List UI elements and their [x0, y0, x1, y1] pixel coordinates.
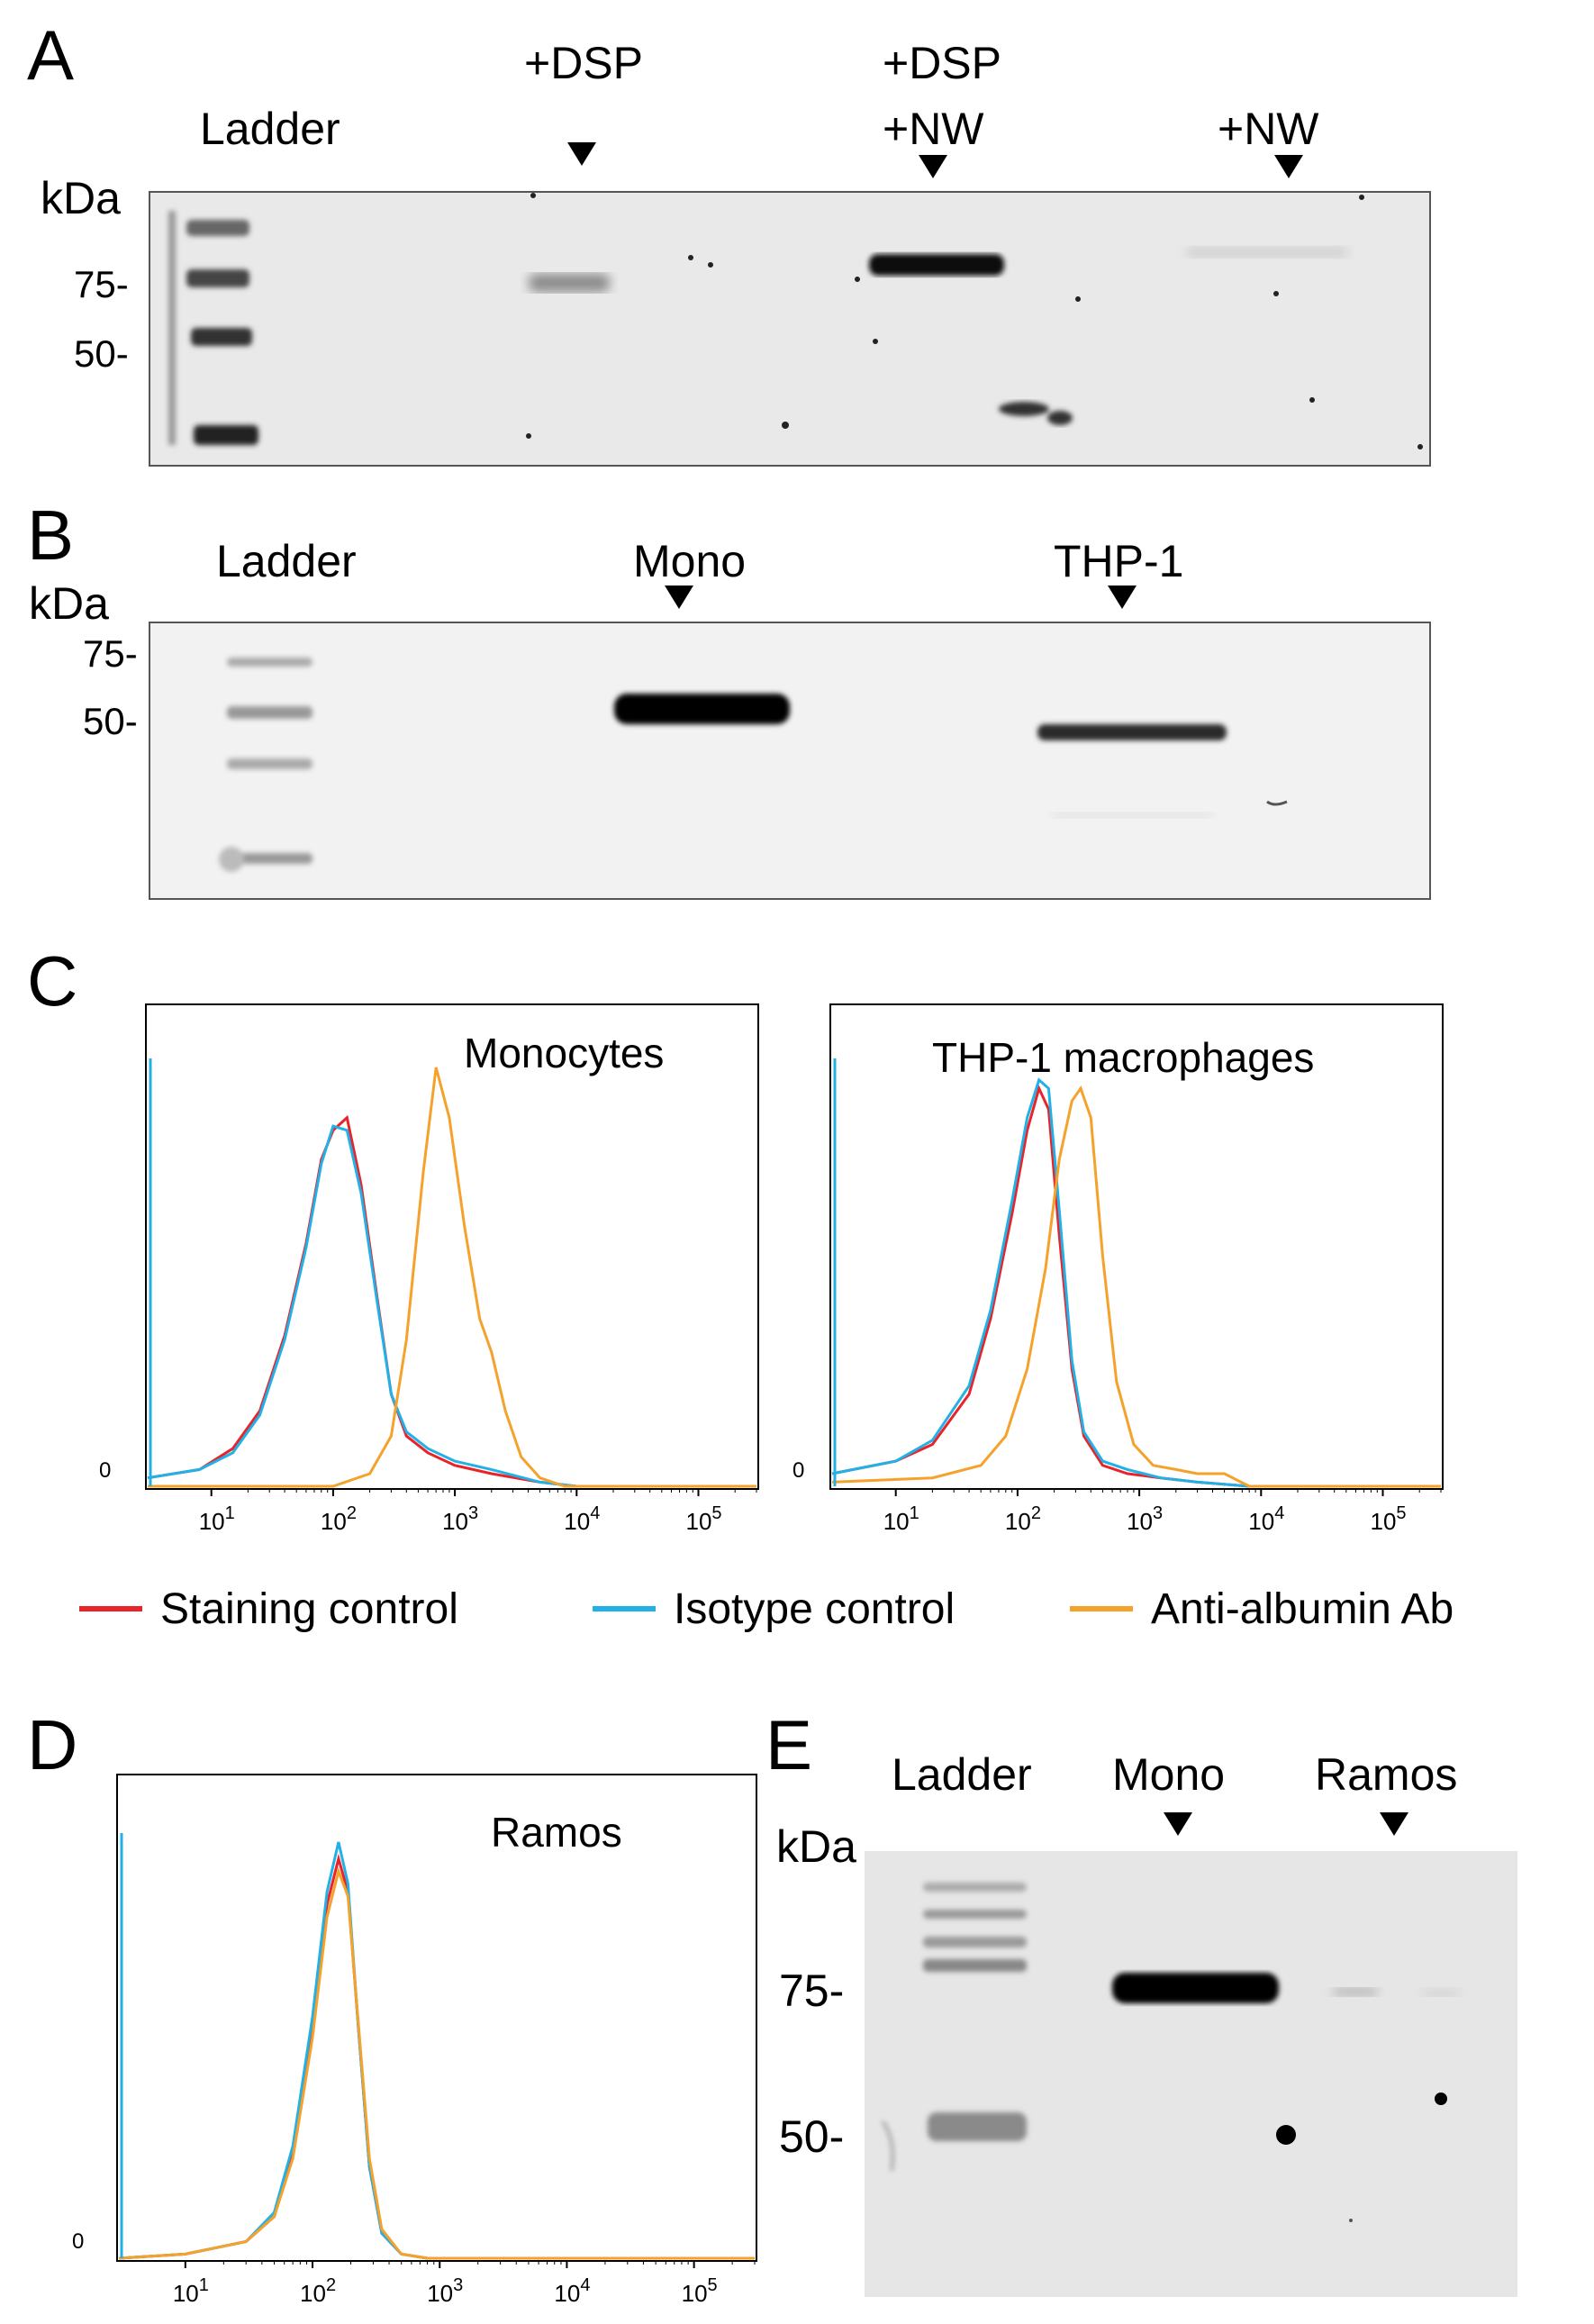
x-tick-label: 101	[199, 1503, 235, 1535]
lane-label-ladder: Ladder	[892, 1749, 1032, 1800]
legend-label-antialbumin: Anti-albumin Ab	[1151, 1585, 1454, 1633]
series-line-staining-control	[118, 1853, 755, 2260]
x-tick-label: 104	[564, 1503, 600, 1535]
kda-label: kDa	[29, 578, 109, 629]
lane-label-ladder: Ladder	[200, 104, 340, 154]
x-tick-label: 104	[1248, 1503, 1284, 1535]
histogram-ramos: Ramos 0 101 102 103 104 105	[72, 1774, 757, 2307]
panel-c-label: C	[27, 941, 78, 1021]
lane-label-ramos: Ramos	[1315, 1749, 1458, 1800]
x-tick-label: 104	[554, 2275, 590, 2307]
western-blot-e	[865, 1851, 1517, 2297]
x-tick-label: 102	[1005, 1503, 1041, 1535]
series-line-staining-control	[147, 1114, 756, 1488]
western-blot-a	[149, 191, 1431, 467]
x-tick-label: 105	[685, 1503, 721, 1535]
lane-label-ladder: Ladder	[216, 536, 357, 586]
series-line-anti-albumin-ab	[831, 1085, 1441, 1488]
marker-75: 75-	[83, 632, 138, 675]
series-line-isotype-control	[147, 1124, 756, 1488]
western-blot-b	[149, 622, 1431, 900]
plot-title: Ramos	[491, 1809, 622, 1856]
arrow-marker	[567, 142, 596, 166]
lane-label-thp1: THP-1	[1054, 536, 1184, 586]
x-tick-label: 103	[427, 2275, 463, 2307]
y-tick-0: 0	[72, 2229, 84, 2254]
y-tick-0: 0	[792, 1458, 804, 1483]
histogram-monocytes: Monocytes 0 101 102 103 104 105	[99, 1003, 759, 1535]
kda-label: kDa	[41, 173, 121, 223]
lane-label-nw: +NW	[1218, 104, 1319, 154]
panel-d-label: D	[27, 1705, 78, 1784]
plot-frame	[145, 1003, 759, 1490]
x-tick-label: 103	[1127, 1503, 1163, 1535]
series-line-isotype-control	[118, 1841, 755, 2260]
marker-50: 50-	[779, 2111, 845, 2162]
x-tick-label: 105	[1370, 1503, 1406, 1535]
lane-label-mono: Mono	[1112, 1749, 1226, 1800]
marker-50: 50-	[74, 332, 129, 375]
lane-label-mono: Mono	[633, 536, 747, 586]
ladder-bands	[168, 211, 258, 445]
legend-label-isotype: Isotype control	[674, 1585, 955, 1633]
plot-title: Monocytes	[464, 1030, 664, 1076]
series-line-isotype-control	[831, 1077, 1441, 1488]
legend-swatch-isotype	[593, 1606, 656, 1611]
lane-label-dsp-nw-1: +DSP	[883, 38, 1002, 88]
panel-b-label: B	[27, 495, 75, 575]
arrow-marker	[1380, 1812, 1408, 1836]
panel-e-label: E	[765, 1705, 813, 1784]
x-tick-label: 101	[883, 1503, 919, 1535]
legend-swatch-antialbumin	[1070, 1606, 1133, 1611]
kda-label: kDa	[776, 1821, 856, 1872]
histogram-thp1: THP-1 macrophages 0 101 102 103 104 105	[792, 1003, 1444, 1535]
ladder-bands	[881, 1883, 1027, 2172]
plot-frame	[116, 1774, 757, 2262]
legend: Staining control Isotype control Anti-al…	[79, 1581, 1574, 1644]
series-line-anti-albumin-ab	[118, 1866, 755, 2260]
x-tick-label: 105	[682, 2275, 718, 2307]
arrow-marker	[665, 586, 693, 609]
y-tick-0: 0	[99, 1458, 111, 1483]
panel-a-label: A	[27, 15, 75, 95]
lane-label-dsp: +DSP	[524, 38, 644, 88]
series-line-staining-control	[831, 1084, 1441, 1488]
marker-75: 75-	[779, 1965, 845, 2016]
plot-frame	[829, 1003, 1444, 1490]
legend-swatch-staining	[79, 1606, 142, 1611]
x-tick-label: 102	[321, 1503, 357, 1535]
x-tick-label: 101	[173, 2275, 209, 2307]
marker-50: 50-	[83, 700, 138, 742]
lane-label-dsp-nw-2: +NW	[883, 104, 984, 154]
legend-label-staining: Staining control	[160, 1585, 458, 1633]
arrow-marker	[1274, 155, 1303, 178]
arrow-marker	[919, 155, 947, 178]
x-tick-label: 102	[300, 2275, 336, 2307]
plot-title: THP-1 macrophages	[932, 1034, 1314, 1081]
arrow-marker	[1164, 1812, 1192, 1836]
series-line-anti-albumin-ab	[148, 1067, 756, 1488]
arrow-marker	[1108, 586, 1137, 609]
x-tick-label: 103	[442, 1503, 478, 1535]
ladder-bands	[219, 658, 312, 872]
marker-75: 75-	[74, 263, 129, 305]
